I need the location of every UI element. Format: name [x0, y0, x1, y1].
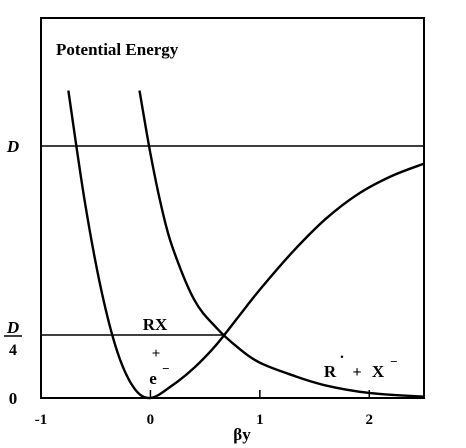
- reference-lines: [41, 145, 424, 336]
- label-radical-dot: ˙: [339, 352, 345, 371]
- series-curve-1: [138, 90, 425, 398]
- y-tick-label-numerator: D: [6, 318, 19, 337]
- series-curve-0: [67, 90, 425, 400]
- x-tick-label: -1: [35, 412, 48, 428]
- x-axis-ticks: -1 0 1 2: [35, 390, 373, 428]
- curves: [67, 90, 425, 400]
- x-tick-label: 1: [256, 412, 264, 428]
- label-anion-charge: −: [390, 354, 397, 369]
- y-tick-label: 0: [9, 389, 18, 408]
- label-radical-r: R: [324, 362, 337, 381]
- label-plus-right: +: [352, 364, 361, 381]
- plot-frame: [40, 17, 425, 399]
- chart-title: Potential Energy: [56, 40, 179, 59]
- label-rx: RX: [143, 315, 168, 334]
- y-axis-ticks: 0 D 4 D: [4, 137, 22, 408]
- label-electron-charge: −: [162, 361, 169, 376]
- x-axis-label: βy: [233, 425, 251, 444]
- label-plus-left: +: [152, 346, 161, 362]
- label-electron: e: [149, 369, 157, 388]
- y-tick-label: D: [6, 137, 19, 156]
- y-tick-label-denominator: 4: [9, 342, 17, 359]
- x-tick-label: 0: [147, 412, 155, 428]
- x-tick-label: 2: [366, 412, 374, 428]
- label-anion-x: X: [372, 362, 385, 381]
